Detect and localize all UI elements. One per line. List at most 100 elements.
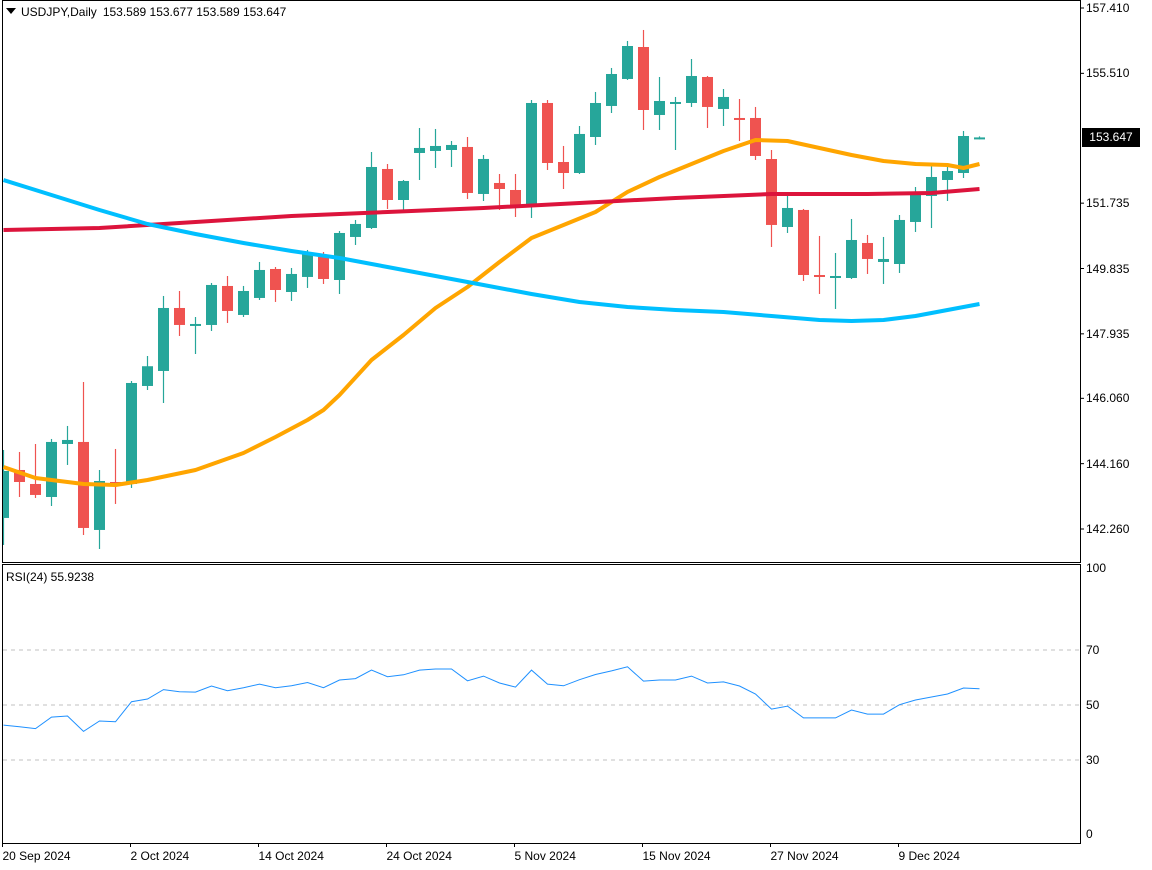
candle — [446, 140, 457, 167]
candle — [30, 443, 41, 498]
candle — [478, 154, 489, 201]
candle — [398, 179, 409, 213]
candle-body — [462, 146, 473, 193]
candle-body — [878, 258, 889, 262]
candle-body — [382, 168, 393, 200]
candle — [174, 290, 185, 336]
candle — [158, 295, 169, 403]
candle-body — [254, 269, 265, 298]
candle-body — [94, 480, 105, 530]
candle-body — [206, 284, 217, 325]
candle-body — [654, 100, 665, 115]
candle-body — [494, 182, 505, 189]
rsi-axis-label: 30 — [1086, 753, 1100, 767]
date-axis-label: 24 Oct 2024 — [386, 849, 452, 863]
candle-body — [414, 147, 425, 153]
candle-body — [158, 307, 169, 371]
candle — [110, 448, 121, 504]
candle — [142, 355, 153, 390]
candle-body — [622, 46, 633, 79]
candle-body — [686, 75, 697, 103]
candle — [494, 173, 505, 210]
price-axis-label: 147.935 — [1086, 326, 1130, 341]
candle — [462, 136, 473, 199]
candle — [302, 249, 313, 288]
candle — [334, 230, 345, 294]
candle — [286, 267, 297, 301]
ohlc-values: 153.589 153.677 153.589 153.647 — [102, 5, 287, 19]
candle-body — [974, 137, 985, 140]
candle — [366, 151, 377, 229]
date-axis-label: 20 Sep 2024 — [2, 849, 71, 863]
red-ma-line — [3, 187, 980, 232]
rsi-line — [3, 666, 980, 733]
current-price-label: 153.647 — [1082, 128, 1140, 147]
candle — [350, 219, 361, 245]
date-axis-label: 27 Nov 2024 — [770, 849, 839, 863]
candle — [606, 67, 617, 113]
candle — [222, 275, 233, 323]
candle — [510, 173, 521, 217]
date-axis-label: 15 Nov 2024 — [642, 849, 711, 863]
candle-body — [750, 117, 761, 156]
date-axis-label: 14 Oct 2024 — [258, 849, 324, 863]
candle-body — [718, 96, 729, 109]
candle-body — [926, 176, 937, 196]
candle-body — [942, 171, 953, 180]
candle — [126, 380, 137, 488]
candle — [638, 29, 649, 130]
price-axis-label: 144.160 — [1086, 456, 1130, 471]
date-axis-label: 9 Dec 2024 — [898, 849, 960, 863]
rsi-axis-label: 0 — [1086, 827, 1093, 841]
candle-body — [574, 133, 585, 174]
candle — [430, 128, 441, 168]
candle-body — [30, 483, 41, 495]
triangle-down-icon[interactable] — [6, 8, 16, 14]
candle — [590, 91, 601, 145]
candle-body — [910, 193, 921, 222]
candle-body — [670, 101, 681, 104]
candle-body — [894, 219, 905, 264]
rsi-axis-label: 100 — [1086, 560, 1107, 575]
orange-ma-line — [3, 138, 980, 487]
candle-body — [510, 189, 521, 207]
candle — [526, 99, 537, 218]
price-axis-label: 146.060 — [1086, 391, 1130, 406]
candle-body — [350, 223, 361, 237]
candle-body — [590, 102, 601, 137]
candle — [206, 282, 217, 331]
candle — [46, 438, 57, 506]
candle-body — [798, 209, 809, 275]
candle-body — [958, 135, 969, 174]
candle-body — [862, 242, 873, 259]
candle-body — [286, 273, 297, 292]
rsi-panel-border — [2, 564, 1081, 844]
candle-body — [190, 323, 201, 326]
candle — [766, 149, 777, 247]
rsi-axis-label: 50 — [1086, 698, 1100, 712]
candle — [686, 58, 697, 107]
candle — [702, 75, 713, 128]
candle-body — [3, 470, 9, 518]
price-axis-label: 155.510 — [1086, 66, 1130, 81]
candle — [254, 261, 265, 300]
candle-body — [366, 166, 377, 228]
candle-body — [62, 439, 73, 444]
price-axis-label: 157.410 — [1086, 1, 1130, 15]
date-axis-label: 5 Nov 2024 — [514, 849, 576, 863]
candle — [894, 214, 905, 273]
candle-body — [814, 274, 825, 277]
candle — [958, 130, 969, 178]
candle-body — [606, 73, 617, 106]
candle-body — [446, 144, 457, 150]
candle-body — [542, 102, 553, 163]
rsi-axis-label: 70 — [1086, 643, 1100, 657]
candle-body — [430, 145, 441, 151]
candle — [190, 316, 201, 354]
candle-body — [46, 441, 57, 497]
candle — [974, 136, 985, 140]
price-axis-label: 151.735 — [1086, 196, 1130, 211]
candle-body — [702, 76, 713, 107]
candle — [814, 235, 825, 294]
